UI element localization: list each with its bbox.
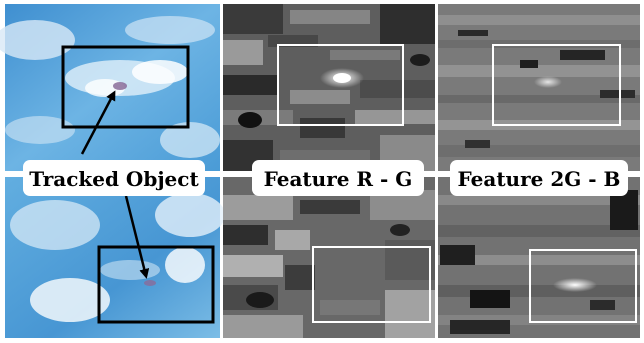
tracked-object-arrows (80, 90, 150, 279)
feature-rg-top-panel (223, 4, 435, 171)
original-top-panel (0, 4, 220, 171)
original-bottom-panel (5, 177, 225, 338)
label-tracked-object-text: Tracked Object (29, 167, 199, 191)
label-feature-2gb-text: Feature 2G - B (458, 167, 621, 191)
arrow-to-top-object (80, 90, 116, 155)
feature-rg-bottom-panel (223, 177, 435, 338)
feature-2gb-top-panel (438, 4, 640, 171)
label-feature-rg: Feature R - G (252, 160, 424, 196)
label-feature-2gb: Feature 2G - B (450, 160, 628, 196)
label-feature-rg-text: Feature R - G (264, 167, 413, 191)
arrow-to-bottom-object (124, 195, 150, 279)
feature-2gb-bottom-panel (438, 177, 640, 338)
label-tracked-object: Tracked Object (23, 160, 205, 196)
